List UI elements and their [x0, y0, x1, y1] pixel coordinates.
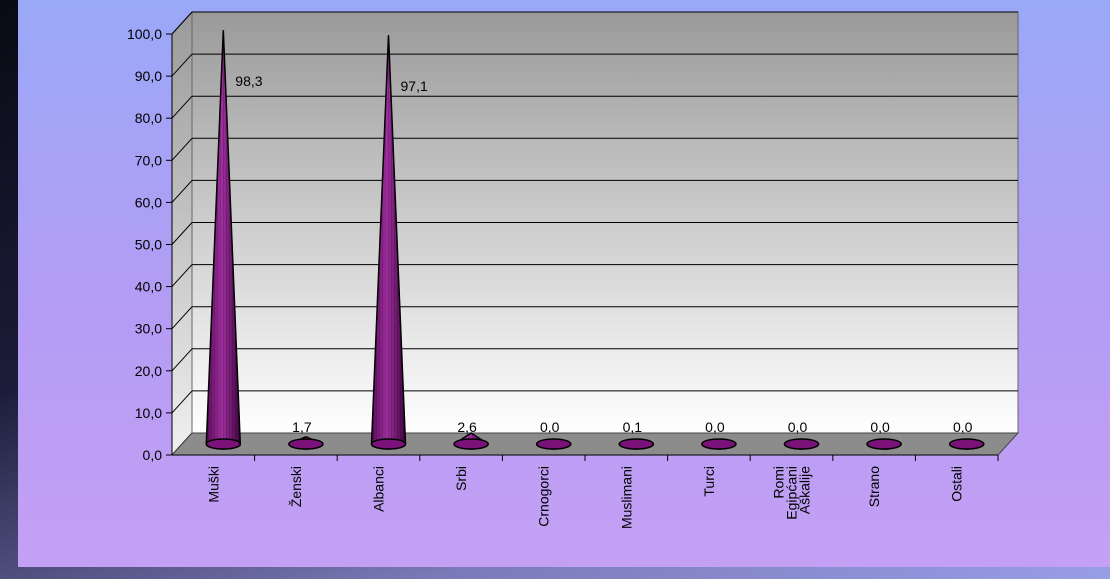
- gridline-side: [171, 137, 193, 161]
- data-label: 0,0: [705, 419, 725, 435]
- cone-base: [866, 438, 902, 450]
- gridline-side: [171, 53, 193, 77]
- x-category-label: Turci: [701, 466, 717, 497]
- cone-base: [618, 438, 655, 450]
- y-tick-label: 10,0: [135, 405, 162, 421]
- y-tick-label: 0,0: [143, 447, 163, 463]
- cone-base: [948, 438, 985, 450]
- data-label: 98,3: [235, 73, 262, 89]
- data-label: 2,6: [457, 419, 477, 435]
- x-category-label: Srbi: [453, 466, 469, 491]
- data-label: 0,0: [788, 419, 808, 435]
- data-label: 0,0: [870, 419, 890, 435]
- gridline-side: [171, 264, 193, 287]
- x-category-label: Muslimani: [618, 466, 634, 529]
- gridline-side: [171, 95, 193, 119]
- cone-base: [370, 438, 407, 450]
- data-label: 97,1: [401, 78, 428, 94]
- x-category-label: Romi: [771, 466, 787, 499]
- gridline-side: [171, 348, 193, 372]
- cone-base: [783, 438, 820, 450]
- data-label: 0,0: [540, 419, 560, 435]
- cone-bar-shading: [206, 30, 241, 449]
- cone-base: [453, 438, 489, 450]
- x-category-label: Egipćani: [784, 466, 800, 520]
- cone-base: [288, 438, 324, 450]
- cone-base: [205, 438, 242, 450]
- y-tick-label: 50,0: [135, 237, 162, 253]
- y-tick-label: 40,0: [135, 279, 162, 295]
- data-label: 1,7: [292, 419, 312, 435]
- x-category-label: Crnogorci: [536, 466, 552, 527]
- gridline-side: [171, 306, 193, 330]
- y-tick-label: 60,0: [135, 194, 162, 210]
- x-category-label: Ženski: [288, 466, 304, 507]
- x-category-label: Albanci: [371, 466, 387, 512]
- y-tick-label: 30,0: [135, 321, 162, 337]
- y-tick-label: 80,0: [135, 110, 162, 126]
- data-label: 0,0: [953, 419, 973, 435]
- y-tick-label: 70,0: [135, 152, 162, 168]
- gridline-side: [171, 222, 193, 245]
- y-tick-label: 20,0: [135, 363, 162, 379]
- x-category-label: Muški: [205, 466, 221, 503]
- gridline-side: [171, 180, 193, 203]
- cone-base: [701, 438, 737, 450]
- data-label: 0,1: [623, 419, 643, 435]
- cone-base: [535, 438, 572, 450]
- gridline-side: [171, 390, 193, 414]
- x-category-label: Ostali: [949, 466, 965, 502]
- y-tick-label: 90,0: [135, 68, 162, 84]
- cone-bar-shading: [371, 35, 406, 450]
- x-category-label: Aškalije: [797, 466, 813, 514]
- y-tick-label: 100,0: [127, 26, 162, 42]
- x-category-label: Strano: [866, 466, 882, 507]
- gridline-side: [171, 11, 193, 35]
